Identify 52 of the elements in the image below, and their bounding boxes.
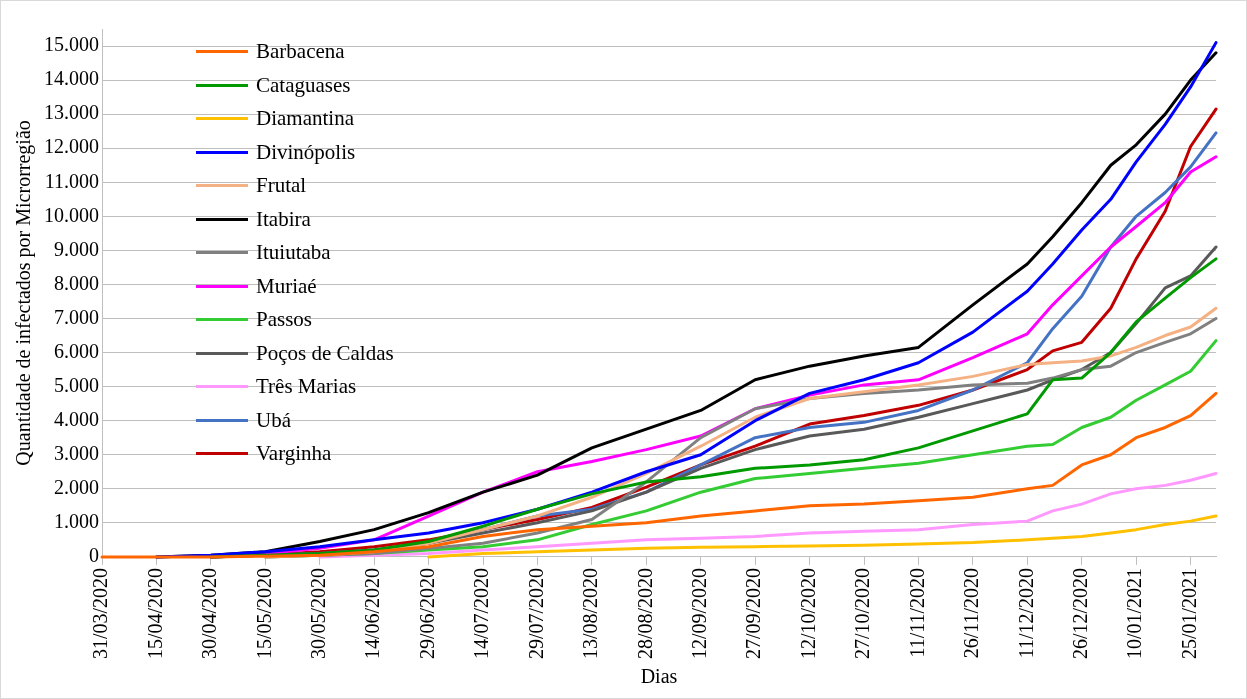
y-tick-label: 15.000 <box>44 33 99 56</box>
x-tick-label: 11/12/2020 <box>1014 567 1037 659</box>
y-tick-label: 7.000 <box>54 305 99 328</box>
x-tick-label: 14/06/2020 <box>361 567 384 660</box>
legend-label: Cataguases <box>256 72 351 98</box>
y-tick-label: 10.000 <box>44 203 99 226</box>
x-tick-label: 10/01/2021 <box>1123 567 1146 660</box>
y-tick-label: 6.000 <box>54 339 99 362</box>
x-tick-label: 27/10/2020 <box>851 567 874 660</box>
x-tick-label: 15/04/2020 <box>143 567 166 660</box>
y-tick-label: 11.000 <box>44 169 99 192</box>
y-tick-label: 9.000 <box>54 237 99 260</box>
x-tick-label: 26/11/2020 <box>960 567 983 659</box>
x-axis-title: Dias <box>640 665 678 688</box>
y-tick-label: 8.000 <box>54 271 99 294</box>
y-tick-label: 14.000 <box>44 67 99 90</box>
x-tick-label: 30/04/2020 <box>198 567 221 660</box>
x-tick-label: 27/09/2020 <box>742 567 765 660</box>
legend-label: Itabira <box>256 206 311 232</box>
y-tick-label: 5.000 <box>54 373 99 396</box>
x-tick-label: 26/12/2020 <box>1068 567 1091 660</box>
x-tick-label: 13/08/2020 <box>579 567 602 660</box>
x-tick-label: 29/07/2020 <box>524 567 547 660</box>
y-tick-label: 13.000 <box>44 101 99 124</box>
y-tick-label: 3.000 <box>54 441 99 464</box>
legend-label: Ituiutaba <box>256 240 331 266</box>
x-tick-label: 28/08/2020 <box>633 567 656 660</box>
x-tick-label: 31/03/2020 <box>89 567 112 660</box>
x-tick-label: 25/01/2021 <box>1177 567 1200 660</box>
x-tick-label: 12/09/2020 <box>687 567 710 660</box>
x-tick-label: 14/07/2020 <box>470 567 493 660</box>
y-tick-label: 1.000 <box>54 510 99 533</box>
legend-label: Poços de Caldas <box>256 340 394 366</box>
y-tick-label: 2.000 <box>54 476 99 499</box>
x-tick-label: 12/10/2020 <box>796 567 819 660</box>
y-axis-title: Quantidade de infectados por Microrregião <box>12 120 36 466</box>
legend-label: Varginha <box>256 441 332 467</box>
legend-label: Muriaé <box>256 273 317 299</box>
legend-label: Divinópolis <box>256 139 356 165</box>
x-tick-label: 30/05/2020 <box>306 567 329 660</box>
legend-label: Três Marias <box>256 374 357 400</box>
y-tick-label: 0 <box>89 544 99 567</box>
y-tick-label: 12.000 <box>44 135 99 158</box>
x-tick-label: 29/06/2020 <box>415 567 438 660</box>
y-tick-label: 4.000 <box>54 407 99 430</box>
x-tick-label: 11/11/2020 <box>905 567 928 658</box>
legend-label: Frutal <box>256 173 307 199</box>
legend-label: Diamantina <box>256 106 354 132</box>
legend-label: Passos <box>256 307 313 333</box>
legend-label: Ubá <box>256 407 291 433</box>
x-tick-label: 15/05/2020 <box>252 567 275 660</box>
legend-label: Barbacena <box>256 39 345 65</box>
